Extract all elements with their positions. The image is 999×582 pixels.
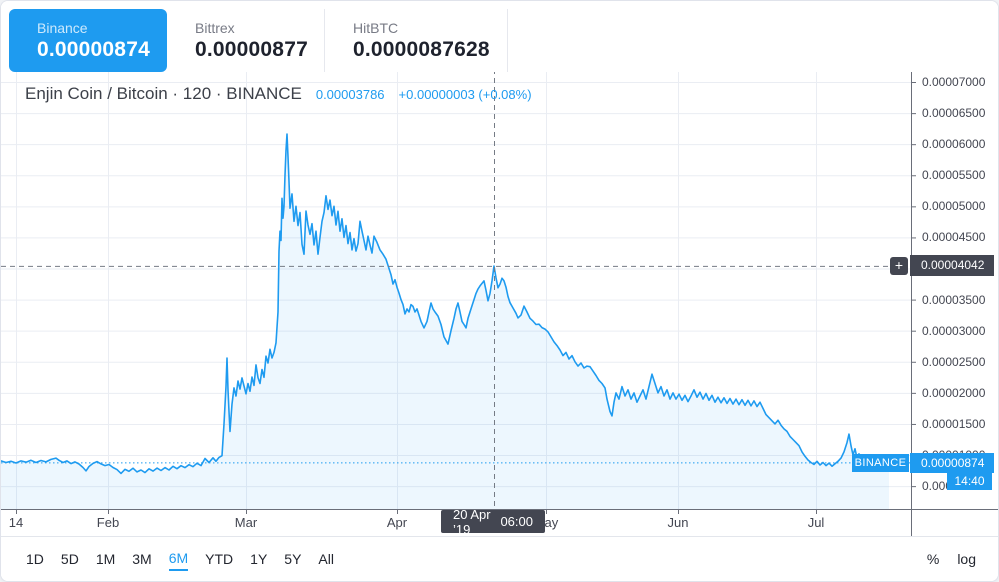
crosshair-date-text: 20 Apr ’19	[453, 506, 491, 537]
price-axis-label: 0.00001500	[922, 416, 986, 431]
exchange-tab-price: 0.00000874	[37, 38, 150, 61]
exchange-tab-price: 0.0000087628	[353, 38, 490, 61]
log-scale-button[interactable]: log	[957, 551, 976, 567]
range-button-3m[interactable]: 3M	[132, 550, 152, 567]
exchange-tab-bittrex[interactable]: Bittrex 0.00000877	[167, 9, 325, 72]
chart-last-value: 0.00003786	[315, 87, 385, 102]
range-button-1y[interactable]: 1Y	[250, 550, 268, 567]
exchange-tab-hitbtc[interactable]: HitBTC 0.0000087628	[325, 9, 508, 72]
last-price-axis-label: 0.00000874	[910, 452, 994, 473]
time-axis-label: 14	[8, 515, 24, 530]
crosshair-time-text: 06:00	[500, 514, 533, 529]
price-line	[1, 133, 890, 475]
price-axis-label: 0.00006000	[922, 137, 986, 152]
chart-title: Enjin Coin / Bitcoin · 120 · BINANCE	[25, 84, 302, 103]
range-button-ytd[interactable]: YTD	[205, 550, 234, 567]
percent-scale-button[interactable]: %	[926, 551, 940, 567]
chart-change: +0.00000003 (+0.08%)	[398, 87, 532, 102]
time-axis-label: Feb	[96, 515, 120, 530]
chart-legend: Enjin Coin / Bitcoin · 120 · BINANCE 0.0…	[25, 84, 532, 104]
price-axis-label: 0.00006500	[922, 106, 986, 121]
range-button-1m[interactable]: 1M	[95, 550, 116, 567]
range-button-1d[interactable]: 1D	[26, 550, 44, 567]
bar-countdown-label: 14:40	[947, 472, 992, 490]
exchange-tab-label: HitBTC	[353, 20, 399, 36]
crosshair-price-label: 0.00004042	[910, 255, 994, 277]
time-axis-label: Apr	[386, 515, 408, 530]
exchange-tabs: Binance 0.00000874 Bittrex 0.00000877 HitBTC…	[1, 1, 998, 72]
time-axis-label: Jul	[807, 515, 825, 530]
time-axis-label: Mar	[234, 515, 258, 530]
price-axis-label: 0.00005000	[922, 199, 986, 214]
time-axis-label: Jun	[667, 515, 689, 530]
range-button-5y[interactable]: 5Y	[284, 550, 302, 567]
add-alert-plus-button[interactable]: +	[890, 256, 908, 275]
price-axis-label: 0.00007000	[922, 74, 986, 89]
exchange-tab-price: 0.00000877	[195, 38, 308, 61]
price-area-fill	[1, 134, 889, 509]
price-axis-label: 0.00004500	[922, 230, 986, 245]
exchange-tab-binance[interactable]: Binance 0.00000874	[9, 9, 167, 72]
range-button-5d[interactable]: 5D	[60, 550, 79, 567]
price-axis-label: 0.00005500	[922, 168, 986, 183]
series-name-tag: BINANCE	[852, 453, 909, 472]
range-buttons: 1D 5D 1M 3M 6M YTD 1Y 5Y All	[26, 548, 334, 571]
price-axis-label: 0.00003000	[922, 323, 986, 338]
crosshair-time-label: 20 Apr ’19 06:00	[441, 507, 545, 537]
range-button-all[interactable]: All	[318, 550, 334, 567]
scale-buttons: % log	[927, 551, 976, 567]
exchange-tab-label: Bittrex	[195, 20, 235, 36]
price-axis-label: 0.00003500	[922, 292, 986, 307]
bottom-toolbar: 1D 5D 1M 3M 6M YTD 1Y 5Y All % log	[1, 536, 998, 581]
price-axis-label: 0.00002000	[922, 385, 986, 400]
price-axis-label: 0.00002500	[922, 354, 986, 369]
range-button-6m[interactable]: 6M	[168, 548, 189, 571]
exchange-tab-label: Binance	[37, 20, 88, 36]
